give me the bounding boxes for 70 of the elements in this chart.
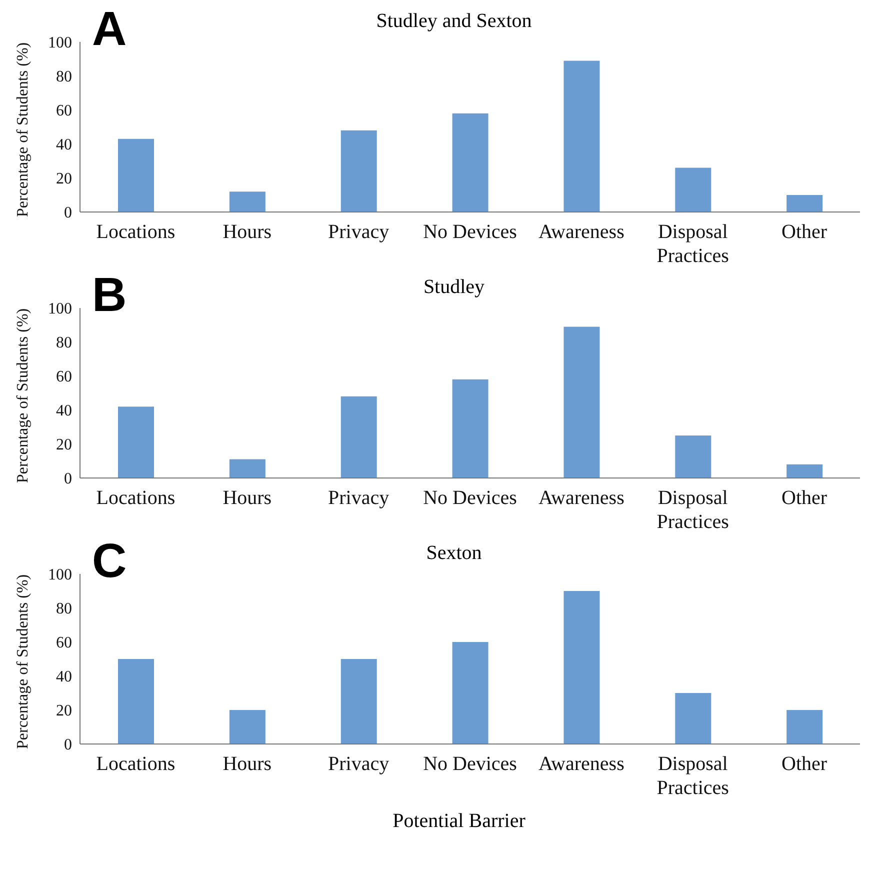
bar: [452, 642, 488, 744]
chart-title: Studley: [423, 276, 485, 298]
y-tick-label: 20: [56, 702, 72, 720]
x-tick-label: Awareness: [538, 221, 625, 243]
y-tick-label: 40: [56, 136, 72, 154]
x-tick-label: No Devices: [423, 221, 518, 243]
bar: [229, 459, 266, 478]
y-axis-title: Percentage of Students (%): [14, 574, 32, 749]
y-tick-label: 0: [64, 470, 72, 488]
y-tick-label: 60: [56, 368, 72, 386]
y-tick-label: 100: [48, 300, 72, 318]
x-tick-label: Hours: [222, 221, 272, 243]
x-tick-label: Other: [782, 487, 828, 509]
y-tick-label: 0: [64, 736, 72, 754]
bar: [118, 406, 154, 478]
bar: [786, 464, 823, 478]
bar: [786, 710, 823, 744]
bar: [675, 168, 712, 212]
y-tick-label: 20: [56, 170, 72, 188]
x-tick-label: No Devices: [423, 487, 518, 509]
y-tick-label: 60: [56, 102, 72, 120]
y-tick-label: 100: [48, 566, 72, 584]
bar: [118, 659, 154, 744]
annotation: A: [92, 3, 127, 56]
x-tick-label: Privacy: [328, 753, 390, 775]
chart-title: Studley and Sexton: [376, 10, 532, 32]
bar: [452, 379, 488, 478]
y-tick-label: 80: [56, 334, 72, 352]
x-tick-label: Locations: [96, 753, 176, 775]
annotation: C: [92, 535, 127, 588]
y-axis-title: Percentage of Students (%): [14, 308, 32, 483]
annotation: B: [92, 269, 127, 322]
y-tick-label: 40: [56, 402, 72, 420]
chart-title: Sexton: [426, 542, 482, 564]
x-tick-label: Hours: [222, 487, 272, 509]
x-tick-label: Disposal Practices: [656, 753, 730, 799]
bar: [229, 710, 266, 744]
bar: [229, 192, 266, 212]
x-tick-label: Awareness: [538, 487, 625, 509]
y-tick-label: 20: [56, 436, 72, 454]
y-tick-label: 100: [48, 34, 72, 52]
bar: [564, 326, 600, 478]
x-tick-label: Hours: [222, 753, 272, 775]
bar: [340, 130, 377, 212]
x-tick-label: Locations: [96, 221, 176, 243]
bar: [564, 591, 600, 744]
x-tick-label: Disposal Practices: [656, 487, 730, 533]
bar: [786, 195, 823, 212]
y-tick-label: 0: [64, 204, 72, 222]
bar: [340, 396, 377, 478]
x-tick-label: Locations: [96, 487, 176, 509]
y-tick-label: 80: [56, 600, 72, 618]
x-axis-title: Potential Barrier: [392, 810, 526, 833]
bar: [675, 436, 712, 478]
y-tick-label: 60: [56, 634, 72, 652]
bar: [564, 60, 600, 212]
bar: [675, 693, 712, 744]
x-tick-label: Awareness: [538, 753, 625, 775]
y-tick-label: 80: [56, 68, 72, 86]
y-axis-title: Percentage of Students (%): [14, 42, 32, 217]
bar: [340, 659, 377, 744]
bar: [452, 113, 488, 212]
x-tick-label: Privacy: [328, 487, 390, 509]
x-tick-label: Privacy: [328, 221, 390, 243]
bar: [118, 138, 154, 212]
x-tick-label: Other: [782, 753, 828, 775]
x-tick-label: Other: [782, 221, 828, 243]
y-tick-label: 40: [56, 668, 72, 686]
x-tick-label: No Devices: [423, 753, 518, 775]
x-tick-label: Disposal Practices: [656, 221, 730, 267]
